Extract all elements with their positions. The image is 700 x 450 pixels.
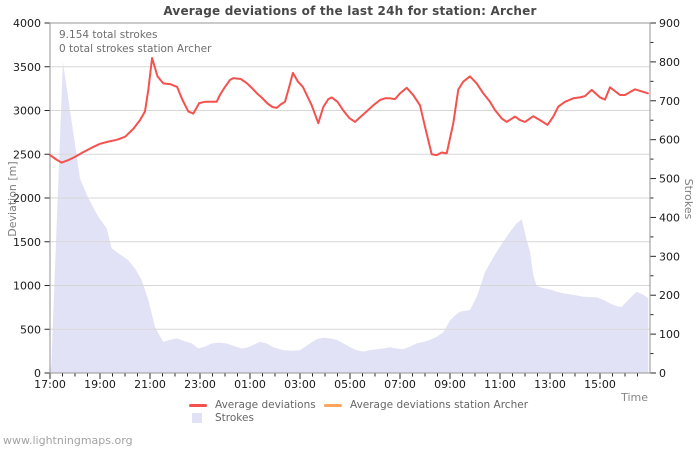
x-axis-title-time: Time <box>621 391 648 404</box>
svg-text:300: 300 <box>659 250 680 263</box>
average-deviations-line <box>49 57 649 164</box>
right-axis: 0 100 200 300 400 500 600 700 800 900 <box>650 17 680 380</box>
svg-text:600: 600 <box>659 134 680 147</box>
svg-text:400: 400 <box>659 211 680 224</box>
svg-text:100: 100 <box>659 328 680 341</box>
plot-frame <box>49 22 651 374</box>
svg-text:0: 0 <box>34 367 41 380</box>
svg-text:800: 800 <box>659 56 680 69</box>
annotation-block: 9.154 total strokes 0 total strokes stat… <box>59 28 211 56</box>
page-title: Average deviations of the last 24h for s… <box>163 4 537 18</box>
strokes-area-swatch <box>192 413 202 423</box>
x-axis: 17:00 19:00 21:00 23:00 01:00 03:00 05:00 07:00… <box>34 373 638 391</box>
y-axis-title-deviation: Deviation [m] <box>6 161 19 237</box>
annotation-total-strokes: 9.154 total strokes <box>59 29 158 41</box>
frame <box>49 22 651 374</box>
svg-text:19:00: 19:00 <box>84 378 116 391</box>
annotation-station-strokes: 0 total strokes station Archer <box>59 43 212 55</box>
strokes-area <box>50 61 649 374</box>
average-deviations-series <box>49 57 649 164</box>
svg-text:900: 900 <box>659 17 680 30</box>
svg-text:09:00: 09:00 <box>434 378 466 391</box>
legend-label: Average deviations <box>215 399 316 411</box>
svg-text:07:00: 07:00 <box>384 378 416 391</box>
average-deviations-line-swatch <box>189 403 207 407</box>
left-axis: 0 500 1000 1500 2000 2500 3000 3500 4000 <box>13 17 50 380</box>
svg-text:1000: 1000 <box>13 280 41 293</box>
svg-text:01:00: 01:00 <box>234 378 266 391</box>
legend-item-average-deviations: Average deviations <box>189 399 316 411</box>
svg-text:200: 200 <box>659 289 680 302</box>
y-axis-title-strokes: Strokes <box>682 178 695 220</box>
svg-text:15:00: 15:00 <box>584 378 616 391</box>
strokes-area-series <box>50 61 649 374</box>
watermark-url: www.lightningmaps.org <box>3 434 133 447</box>
legend-label: Strokes <box>215 412 254 424</box>
svg-text:500: 500 <box>20 323 41 336</box>
average-deviations-station-line-swatch <box>324 403 342 407</box>
svg-text:2000: 2000 <box>13 192 41 205</box>
legend-label: Average deviations station Archer <box>350 399 529 411</box>
svg-text:500: 500 <box>659 173 680 186</box>
svg-text:05:00: 05:00 <box>334 378 366 391</box>
svg-text:11:00: 11:00 <box>484 378 516 391</box>
svg-text:3500: 3500 <box>13 61 41 74</box>
svg-text:0: 0 <box>659 367 666 380</box>
svg-text:1500: 1500 <box>13 236 41 249</box>
svg-text:2500: 2500 <box>13 148 41 161</box>
svg-text:4000: 4000 <box>13 17 41 30</box>
svg-text:17:00: 17:00 <box>34 378 66 391</box>
svg-text:21:00: 21:00 <box>134 378 166 391</box>
svg-text:23:00: 23:00 <box>184 378 216 391</box>
svg-text:03:00: 03:00 <box>284 378 316 391</box>
legend-item-strokes: Strokes <box>192 412 254 424</box>
svg-text:13:00: 13:00 <box>534 378 566 391</box>
legend-item-average-deviations-station: Average deviations station Archer <box>324 399 528 411</box>
svg-text:700: 700 <box>659 95 680 108</box>
gridlines <box>50 66 650 330</box>
svg-text:3000: 3000 <box>13 105 41 118</box>
